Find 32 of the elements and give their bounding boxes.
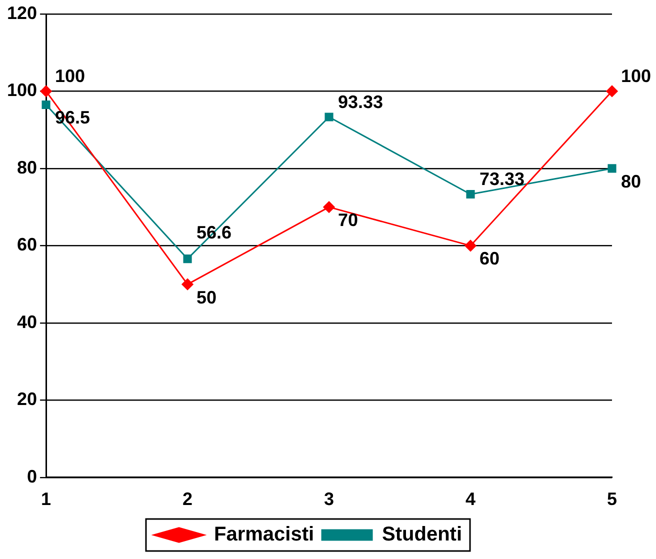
data-label: 80 [621, 171, 642, 192]
point [606, 85, 618, 97]
y-tick-label: 60 [17, 234, 38, 255]
data-label: 93.33 [338, 92, 384, 112]
y-tick-label: 100 [6, 80, 38, 100]
y-tick-label: 80 [17, 157, 38, 178]
y-tick-label: 0 [27, 466, 38, 486]
x-tick-label: 4 [466, 489, 476, 510]
y-tick-label: 40 [17, 312, 38, 332]
x-tick-label: 3 [324, 489, 334, 510]
legend-label: Studenti [382, 524, 462, 546]
point [182, 278, 194, 290]
data-label: 70 [338, 210, 358, 230]
point [42, 100, 50, 110]
legend-label: Farmacisti [214, 524, 314, 546]
y-tick-label: 20 [17, 389, 38, 410]
data-label: 73.33 [480, 169, 525, 190]
y-tick-label: 120 [6, 2, 38, 23]
point [466, 190, 475, 199]
point [323, 201, 335, 213]
data-label: 100 [621, 66, 652, 86]
x-tick-label: 2 [182, 489, 193, 510]
point [183, 254, 192, 264]
x-tick-label: 1 [41, 489, 52, 510]
point [608, 164, 616, 173]
data-label: 60 [480, 248, 500, 269]
x-tick-label: 5 [606, 489, 618, 510]
point [40, 85, 52, 97]
point [464, 240, 476, 252]
point [324, 112, 334, 122]
data-label: 100 [55, 66, 86, 86]
data-label: 50 [196, 287, 217, 308]
